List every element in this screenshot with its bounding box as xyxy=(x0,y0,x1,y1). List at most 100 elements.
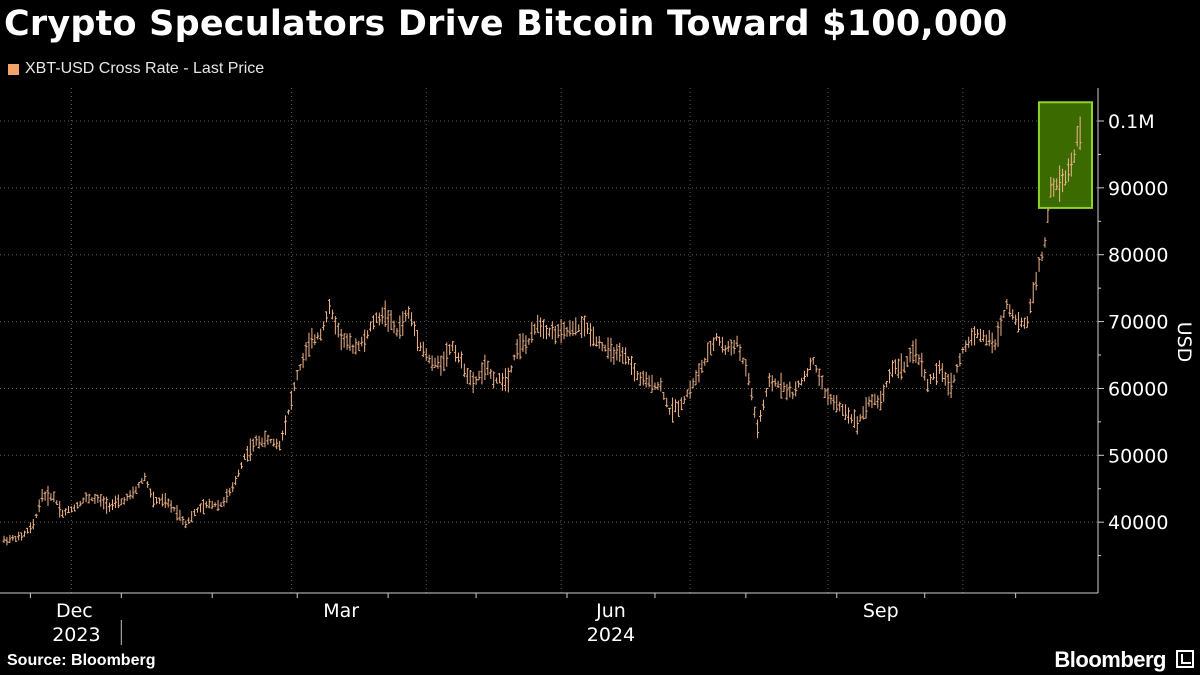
price-bar xyxy=(685,389,689,398)
price-bar xyxy=(225,488,229,503)
price-bar xyxy=(603,344,607,352)
price-bar xyxy=(99,494,103,507)
price-bar xyxy=(193,508,197,517)
price-bar xyxy=(753,406,757,418)
price-bar xyxy=(81,497,85,504)
price-bar xyxy=(635,370,639,381)
price-bar xyxy=(632,363,636,382)
price-bar xyxy=(427,354,431,364)
price-bar xyxy=(984,334,988,346)
price-bar xyxy=(893,359,897,374)
highlight-box xyxy=(1037,101,1093,209)
price-bar xyxy=(257,435,261,449)
price-bar xyxy=(1011,309,1015,320)
price-bar xyxy=(562,321,566,340)
price-bar xyxy=(154,496,158,505)
price-bar xyxy=(770,375,774,392)
price-bar xyxy=(597,335,601,349)
price-bar xyxy=(844,404,848,420)
price-bar xyxy=(565,326,569,337)
price-bar xyxy=(231,482,235,493)
price-bar xyxy=(855,416,859,435)
price-bar xyxy=(404,310,408,322)
price-bar xyxy=(251,438,255,452)
price-bar xyxy=(418,342,422,352)
price-bar xyxy=(52,491,56,503)
price-bar xyxy=(363,329,367,352)
price-bar xyxy=(1028,298,1032,314)
price-bar xyxy=(668,407,672,415)
price-bar xyxy=(641,370,645,386)
price-bar xyxy=(489,368,493,379)
price-bar xyxy=(767,373,771,388)
x-tick-label: Sep xyxy=(863,600,899,622)
price-bar xyxy=(671,397,675,423)
price-bar xyxy=(905,356,909,368)
price-bar xyxy=(374,312,378,323)
price-bar xyxy=(679,397,683,411)
price-bar xyxy=(495,377,499,384)
price-bar xyxy=(864,397,868,419)
price-bar xyxy=(157,497,161,505)
price-bar xyxy=(779,372,783,399)
price-bar xyxy=(571,320,575,336)
price-bar xyxy=(439,355,443,376)
price-bar xyxy=(1037,257,1041,272)
price-bar xyxy=(908,347,912,363)
price-bar xyxy=(820,375,824,390)
price-bar xyxy=(1019,317,1023,328)
price-bar xyxy=(245,445,249,462)
price-bar xyxy=(498,372,502,384)
price-bar xyxy=(902,361,906,373)
price-bar xyxy=(568,320,572,337)
price-bar xyxy=(524,335,528,355)
price-bar xyxy=(11,534,15,541)
price-bar xyxy=(40,488,44,502)
price-bar xyxy=(480,362,484,385)
price-bar xyxy=(544,324,548,340)
price-bar xyxy=(1002,309,1006,319)
price-bar xyxy=(272,438,276,447)
price-bar xyxy=(797,380,801,388)
price-bar xyxy=(665,397,669,408)
price-bar xyxy=(776,380,780,388)
price-bar xyxy=(911,340,915,364)
price-bar xyxy=(96,494,100,503)
price-bar xyxy=(764,388,768,397)
price-bar xyxy=(462,363,466,378)
price-bar xyxy=(222,496,226,507)
y-tick-label: 80000 xyxy=(1108,245,1168,267)
x-tick-label: Jun xyxy=(595,600,626,622)
price-bar xyxy=(219,502,223,507)
price-bar xyxy=(518,333,522,360)
price-bar xyxy=(383,300,387,327)
price-bar xyxy=(1066,158,1070,182)
price-bar xyxy=(990,332,994,354)
price-bar xyxy=(547,327,551,337)
price-bar xyxy=(310,327,314,349)
price-bar xyxy=(424,348,428,361)
price-bar xyxy=(735,335,739,348)
price-bar xyxy=(653,382,657,390)
price-bar xyxy=(817,368,821,386)
price-bar xyxy=(973,326,977,346)
price-bar xyxy=(172,506,176,512)
price-bar xyxy=(486,360,490,376)
price-bar xyxy=(638,371,642,386)
price-bar xyxy=(981,330,985,342)
price-bar xyxy=(630,355,634,375)
price-bar xyxy=(149,488,153,498)
price-bar xyxy=(1049,176,1053,198)
price-bar xyxy=(521,333,525,352)
price-series xyxy=(2,116,1082,546)
price-bar xyxy=(459,351,463,369)
price-bar xyxy=(8,534,12,543)
price-bar xyxy=(152,491,156,508)
price-bar xyxy=(1046,208,1050,223)
price-bar xyxy=(307,332,311,357)
price-bar xyxy=(2,535,6,544)
price-bar xyxy=(694,370,698,386)
price-bar xyxy=(336,322,340,338)
price-bar xyxy=(327,299,331,314)
price-bar xyxy=(234,475,238,486)
